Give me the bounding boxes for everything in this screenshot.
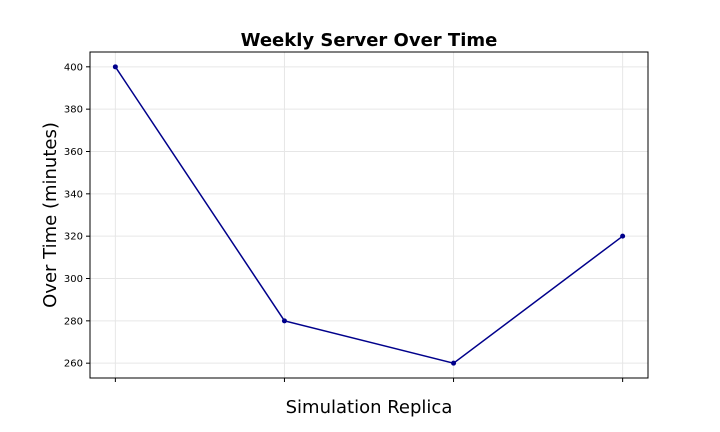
- grid: [90, 52, 648, 378]
- x-axis-label: Simulation Replica: [286, 397, 453, 418]
- y-tick-label: 380: [64, 105, 83, 116]
- y-axis-label: Over Time (minutes): [40, 122, 61, 308]
- chart-title: Weekly Server Over Time: [241, 30, 498, 51]
- data-point: [620, 233, 626, 239]
- y-tick-label: 280: [64, 316, 83, 327]
- y-tick-label: 400: [64, 62, 83, 73]
- y-tick-label: 340: [64, 189, 83, 200]
- data-point: [281, 318, 287, 324]
- data-point: [112, 64, 118, 70]
- data-point: [451, 360, 457, 366]
- y-tick-label: 260: [64, 359, 83, 370]
- series-line: [114, 66, 624, 364]
- series-layer: [112, 64, 626, 366]
- plot-frame: [89, 51, 649, 379]
- y-tick-label: 320: [64, 232, 83, 243]
- y-tick-label: 360: [64, 147, 83, 158]
- axes: 260 280 300 320 340 360 380 400: [64, 62, 624, 382]
- y-tick-label: 300: [64, 274, 83, 285]
